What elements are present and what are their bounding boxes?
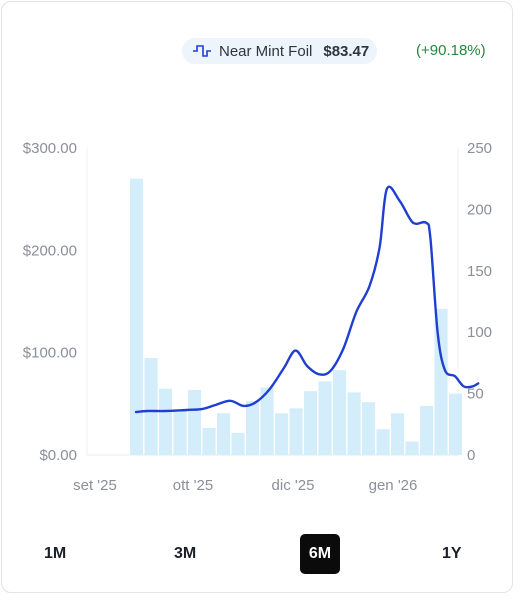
- chart-card: [1, 1, 513, 593]
- range-3m[interactable]: 3M: [174, 545, 197, 562]
- x-tick-label: set '25: [73, 477, 117, 494]
- volume-bar: [405, 441, 419, 455]
- series-label: Near Mint Foil: [219, 42, 313, 60]
- x-tick-label: ott '25: [173, 477, 213, 494]
- volume-bar: [318, 381, 332, 455]
- price-change: (+90.18%): [416, 42, 486, 59]
- y-right-tick-label: 150: [467, 263, 492, 280]
- volume-bar: [362, 402, 376, 455]
- x-tick-label: dic '25: [272, 477, 315, 494]
- volume-bar: [449, 393, 463, 455]
- volume-bar: [434, 308, 448, 455]
- volume-bar: [202, 427, 216, 455]
- volume-bar: [260, 387, 274, 455]
- y-left-tick-label: $100.00: [23, 345, 77, 362]
- range-1y[interactable]: 1Y: [442, 545, 462, 562]
- volume-bar: [289, 408, 303, 455]
- y-right-tick-label: 50: [467, 386, 484, 403]
- range-1m[interactable]: 1M: [44, 545, 67, 562]
- y-right-tick-label: 0: [467, 447, 475, 464]
- volume-bar: [144, 357, 158, 455]
- volume-bar: [231, 432, 245, 455]
- volume-bar: [188, 389, 202, 455]
- y-right-tick-label: 250: [467, 140, 492, 157]
- series-legend[interactable]: Near Mint Foil $83.47: [182, 38, 378, 64]
- volume-bar: [347, 392, 361, 455]
- y-right-tick-label: 200: [467, 201, 492, 218]
- volume-bar: [333, 370, 347, 455]
- price-line: [134, 185, 480, 414]
- volume-bar: [217, 413, 231, 455]
- volume-bar: [130, 178, 144, 455]
- volume-bar: [391, 413, 405, 455]
- price-volume-chart: $0.00 $100.00 $200.00 $300.00 0 50 100 150 200 2…: [23, 140, 492, 494]
- volume-bar: [275, 413, 289, 455]
- volume-bar: [173, 410, 187, 455]
- volume-bar: [420, 405, 434, 455]
- range-6m[interactable]: 6M: [300, 534, 340, 574]
- x-tick-label: gen '26: [369, 477, 418, 494]
- y-left-tick-label: $300.00: [23, 140, 77, 157]
- step-line-icon: [192, 44, 212, 58]
- volume-bar: [246, 400, 260, 455]
- volume-bar: [376, 429, 390, 455]
- y-left-tick-label: $200.00: [23, 242, 77, 259]
- y-right-tick-label: 100: [467, 324, 492, 341]
- volume-bar: [304, 391, 318, 455]
- time-range-selector: 1M 3M 6M 1Y: [0, 534, 531, 576]
- y-left-tick-label: $0.00: [39, 447, 77, 464]
- volume-bar: [159, 388, 173, 455]
- current-price: $83.47: [323, 42, 370, 60]
